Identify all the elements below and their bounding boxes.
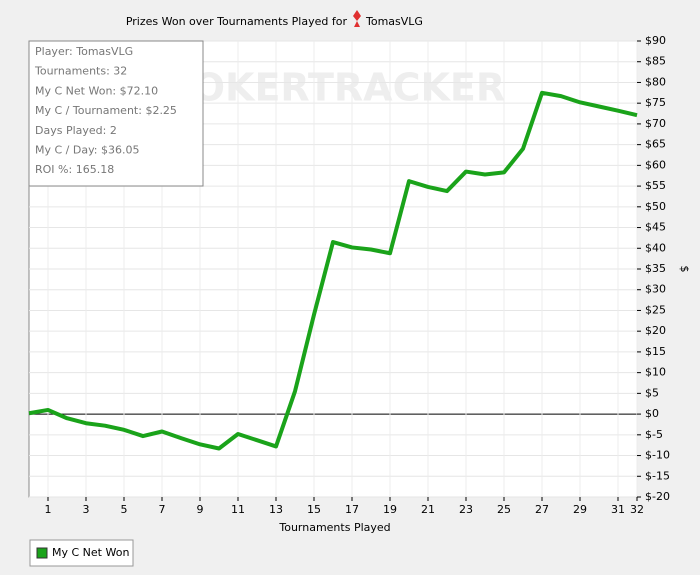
y-tick-label: $70 (645, 117, 666, 130)
x-tick-label: 5 (121, 503, 128, 516)
x-tick-label: 32 (630, 503, 644, 516)
y-tick-label: $-5 (645, 428, 663, 441)
info-line: ROI %: 165.18 (35, 163, 114, 176)
y-tick-label: $-20 (645, 490, 670, 503)
y-tick-label: $10 (645, 366, 666, 379)
y-tick-label: $50 (645, 200, 666, 213)
y-tick-label: $85 (645, 55, 666, 68)
info-line: My C / Tournament: $2.25 (35, 104, 177, 117)
y-tick-label: $25 (645, 303, 666, 316)
x-tick-label: 21 (421, 503, 435, 516)
x-tick-label: 27 (535, 503, 549, 516)
legend-label: My C Net Won (52, 546, 129, 559)
chart-title: Prizes Won over Tournaments Played for (126, 15, 348, 28)
legend-swatch (36, 547, 48, 559)
info-line: My C / Day: $36.05 (35, 144, 140, 157)
line-series (28, 90, 638, 451)
x-tick-label: 15 (307, 503, 321, 516)
x-tick-label: 13 (269, 503, 283, 516)
y-tick-label: $15 (645, 345, 666, 358)
x-tick-label: 9 (197, 503, 204, 516)
x-tick-label: 25 (497, 503, 511, 516)
x-tick-label: 23 (459, 503, 473, 516)
info-box (28, 40, 204, 187)
y-tick-label: $20 (645, 324, 666, 337)
x-tick-label: 19 (383, 503, 397, 516)
y-axis-label: $ (678, 266, 691, 273)
y-tick-label: $75 (645, 96, 666, 109)
y-tick-label: $-10 (645, 449, 670, 462)
spade-icon (353, 10, 361, 27)
info-line: Days Played: 2 (35, 124, 117, 137)
x-axis-label: Tournaments Played (278, 521, 390, 534)
player-name: TomasVLG (365, 15, 423, 28)
y-tick-label: $30 (645, 283, 666, 296)
x-tick-label: 31 (611, 503, 625, 516)
x-tick-label: 7 (159, 503, 166, 516)
y-tick-label: $35 (645, 262, 666, 275)
y-tick-label: $55 (645, 179, 666, 192)
y-tick-label: $65 (645, 138, 666, 151)
x-tick-label: 3 (83, 503, 90, 516)
watermark: POKERTRACKER (165, 66, 505, 110)
x-tick-label: 29 (573, 503, 587, 516)
x-tick-label: 17 (345, 503, 359, 516)
x-tick-label: 11 (231, 503, 245, 516)
y-tick-label: $90 (645, 34, 666, 47)
x-tick-label: 1 (45, 503, 52, 516)
info-line: My C Net Won: $72.10 (35, 84, 158, 97)
y-tick-label: $45 (645, 221, 666, 234)
info-line: Tournaments: 32 (34, 65, 127, 78)
y-tick-label: $-15 (645, 469, 670, 482)
info-line: Player: TomasVLG (35, 45, 133, 58)
y-tick-label: $60 (645, 158, 666, 171)
y-tick-label: $0 (645, 407, 659, 420)
y-tick-label: $80 (645, 75, 666, 88)
y-tick-label: $5 (645, 386, 659, 399)
y-tick-label: $40 (645, 241, 666, 254)
